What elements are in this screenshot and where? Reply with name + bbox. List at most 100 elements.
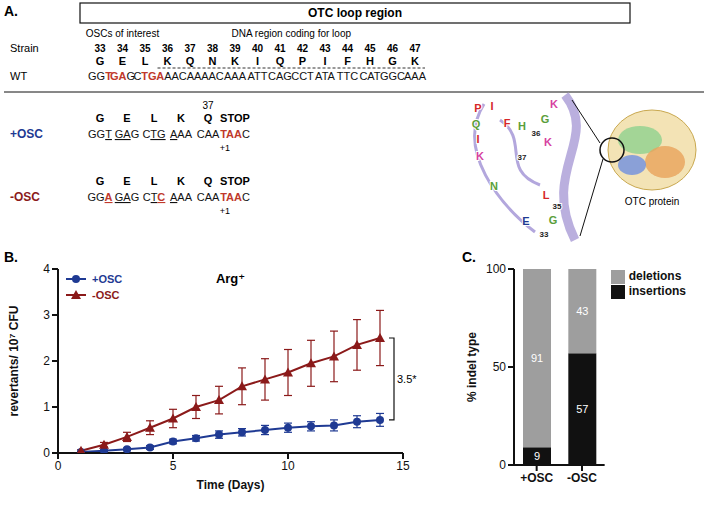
svg-text:CAA: CAA <box>197 191 220 203</box>
svg-text:44: 44 <box>342 43 354 54</box>
svg-text:I: I <box>476 133 479 145</box>
svg-text:+OSC: +OSC <box>520 471 553 485</box>
svg-text:G: G <box>96 175 105 187</box>
svg-text:3: 3 <box>43 308 50 322</box>
svg-text:4: 4 <box>43 262 50 276</box>
svg-text:36: 36 <box>532 129 541 138</box>
svg-text:STOP: STOP <box>220 112 250 124</box>
svg-text:+OSC: +OSC <box>92 273 122 285</box>
svg-text:35: 35 <box>553 202 562 211</box>
svg-text:L: L <box>151 112 158 124</box>
svg-text:50: 50 <box>493 360 507 374</box>
svg-text:-OSC: -OSC <box>10 190 40 204</box>
svg-text:CAA: CAA <box>179 70 202 82</box>
svg-text:43: 43 <box>319 43 331 54</box>
svg-text:46: 46 <box>387 43 399 54</box>
svg-text:+1: +1 <box>220 143 230 153</box>
svg-text:0: 0 <box>499 458 506 472</box>
svg-text:CTG: CTG <box>142 128 165 140</box>
svg-text:37: 37 <box>202 100 214 111</box>
svg-text:E: E <box>119 55 126 67</box>
svg-text:OSCs of interest: OSCs of interest <box>86 28 160 39</box>
svg-text:L: L <box>142 55 149 67</box>
svg-text:L: L <box>543 189 550 201</box>
svg-text:-OSC: -OSC <box>567 471 597 485</box>
svg-text:DNA region coding for loop: DNA region coding for loop <box>231 28 351 39</box>
svg-text:K: K <box>476 150 484 162</box>
svg-text:A.: A. <box>4 3 18 19</box>
svg-text:K: K <box>544 136 552 148</box>
svg-text:33: 33 <box>540 230 549 239</box>
svg-text:Arg⁺: Arg⁺ <box>216 271 245 286</box>
svg-text:revertants/ 10⁷ CFU: revertants/ 10⁷ CFU <box>7 306 21 417</box>
svg-text:I: I <box>256 55 259 67</box>
svg-text:39: 39 <box>229 43 241 54</box>
svg-text:H: H <box>518 120 526 132</box>
svg-text:TAAC: TAAC <box>220 128 250 140</box>
svg-text:Strain: Strain <box>10 42 39 54</box>
svg-text:1: 1 <box>43 400 50 414</box>
svg-text:AAA: AAA <box>170 128 193 140</box>
svg-text:H: H <box>366 55 374 67</box>
svg-text:GAG: GAG <box>115 191 139 203</box>
svg-text:I: I <box>323 55 326 67</box>
svg-text:AAA: AAA <box>224 70 247 82</box>
svg-text:E: E <box>123 175 130 187</box>
svg-text:L: L <box>151 175 158 187</box>
svg-text:TTC: TTC <box>337 70 358 82</box>
svg-text:41: 41 <box>274 43 286 54</box>
svg-text:9: 9 <box>534 450 540 462</box>
svg-text:OTC protein: OTC protein <box>625 196 679 207</box>
svg-text:GGC: GGC <box>380 70 405 82</box>
svg-text:G: G <box>549 214 558 226</box>
svg-text:35: 35 <box>139 43 151 54</box>
svg-text:K: K <box>231 55 239 67</box>
svg-text:GAG: GAG <box>115 128 139 140</box>
svg-text:47: 47 <box>409 43 421 54</box>
svg-text:WT: WT <box>10 70 27 82</box>
svg-text:AAA: AAA <box>404 70 427 82</box>
svg-text:Q: Q <box>204 112 213 124</box>
svg-text:Q: Q <box>276 55 285 67</box>
svg-text:AAC: AAC <box>201 70 224 82</box>
svg-text:Time (Days): Time (Days) <box>197 478 265 492</box>
svg-text:E: E <box>522 215 529 227</box>
svg-text:N: N <box>490 180 498 192</box>
svg-text:N: N <box>209 55 217 67</box>
svg-text:CAA: CAA <box>197 128 220 140</box>
svg-text:40: 40 <box>252 43 264 54</box>
svg-text:2: 2 <box>43 354 50 368</box>
svg-text:G: G <box>96 55 105 67</box>
svg-text:STOP: STOP <box>220 175 250 187</box>
svg-text:CAT: CAT <box>359 70 380 82</box>
svg-text:0: 0 <box>43 446 50 460</box>
svg-text:45: 45 <box>364 43 376 54</box>
svg-text:GGA: GGA <box>87 191 112 203</box>
svg-text:-OSC: -OSC <box>92 289 120 301</box>
svg-text:ATT: ATT <box>248 70 268 82</box>
svg-text:E: E <box>123 112 130 124</box>
svg-text:GAG: GAG <box>110 70 135 82</box>
svg-text:K: K <box>177 112 185 124</box>
svg-text:+OSC: +OSC <box>10 127 43 141</box>
svg-text:43: 43 <box>576 305 588 317</box>
svg-text:G: G <box>388 55 397 67</box>
svg-text:CTG: CTG <box>133 70 156 82</box>
svg-text:TAAC: TAAC <box>220 191 250 203</box>
svg-text:Q: Q <box>204 175 213 187</box>
svg-text:K: K <box>177 175 185 187</box>
svg-text:ATA: ATA <box>315 70 335 82</box>
svg-text:10: 10 <box>281 459 295 473</box>
svg-text:38: 38 <box>207 43 219 54</box>
svg-text:% indel type: % indel type <box>465 332 479 402</box>
svg-text:G: G <box>541 113 550 125</box>
svg-text:I: I <box>490 100 493 112</box>
svg-text:K: K <box>550 98 558 110</box>
svg-text:0: 0 <box>55 459 62 473</box>
svg-text:P: P <box>299 55 306 67</box>
svg-text:37: 37 <box>184 43 196 54</box>
svg-text:33: 33 <box>94 43 106 54</box>
svg-text:AAA: AAA <box>170 191 193 203</box>
svg-text:AAA: AAA <box>156 70 179 82</box>
svg-text:57: 57 <box>576 403 588 415</box>
